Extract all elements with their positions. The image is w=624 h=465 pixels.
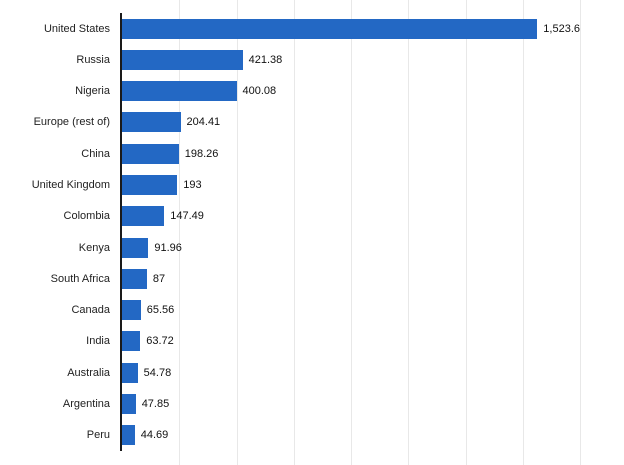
value-label: 421.38 (248, 53, 283, 66)
value-label: 1,523.6 (543, 22, 580, 35)
value-label: 400.08 (242, 85, 277, 98)
bar-track: 193 (120, 169, 624, 201)
bar-row: South Africa 87 (0, 263, 624, 295)
category-label: Argentina (62, 398, 110, 411)
value-label: 193 (183, 179, 202, 192)
category-label: India (86, 335, 110, 348)
bar (122, 237, 149, 258)
bar-track: 1,523.6 (120, 13, 624, 45)
value-label: 44.69 (140, 429, 169, 442)
bar-track: 400.08 (120, 75, 624, 107)
category-label: Europe (rest of) (33, 116, 110, 129)
bar-track: 47.85 (120, 388, 624, 420)
value-label: 198.26 (184, 147, 219, 160)
bar (122, 81, 237, 102)
category-label: Colombia (63, 210, 110, 223)
bar-track: 198.26 (120, 138, 624, 170)
value-label: 54.78 (143, 366, 172, 379)
category-label: Canada (71, 304, 110, 317)
bar-track: 147.49 (120, 200, 624, 232)
gridline (293, 0, 295, 465)
bar-track: 204.41 (120, 106, 624, 139)
bar (122, 112, 181, 133)
bar-row: Argentina 47.85 (0, 388, 624, 420)
bar-row: China 198.26 (0, 138, 624, 170)
category-label: Russia (76, 53, 110, 66)
bar-row: Nigeria 400.08 (0, 75, 624, 107)
category-label: United States (43, 22, 110, 35)
bar-track: 87 (120, 263, 624, 295)
gridline (580, 0, 581, 465)
bar-row: Colombia 147.49 (0, 200, 624, 232)
gridline (179, 0, 181, 465)
gridline (236, 0, 238, 465)
category-label: Nigeria (75, 85, 110, 98)
bar-row: United Kingdom 193 (0, 169, 624, 201)
value-label: 47.85 (141, 398, 170, 411)
value-label: 87 (152, 272, 166, 285)
value-label: 91.96 (154, 241, 182, 254)
gridline (351, 0, 352, 465)
bar (122, 143, 179, 164)
bar (122, 268, 147, 289)
bar-track: 65.56 (120, 294, 624, 326)
bar (122, 331, 141, 352)
gridline (408, 0, 410, 465)
bar-row: Kenya 91.96 (0, 231, 624, 264)
category-label: Kenya (78, 241, 110, 254)
bar (122, 300, 141, 321)
bar-row: Australia 54.78 (0, 357, 624, 389)
bar-row: India 63.72 (0, 325, 624, 358)
category-label: United Kingdom (31, 179, 110, 192)
gridline (465, 0, 467, 465)
bar-track: 91.96 (120, 231, 624, 264)
value-label: 204.41 (186, 116, 221, 129)
category-label: China (81, 147, 110, 160)
bar-track: 421.38 (120, 44, 624, 76)
value-label: 63.72 (146, 335, 174, 348)
bar (122, 362, 138, 383)
bar-track: 54.78 (120, 357, 624, 389)
value-label: 147.49 (170, 210, 204, 223)
bar-row: Peru 44.69 (0, 419, 624, 451)
bar (122, 394, 136, 415)
bar-row: United States 1,523.6 (0, 13, 624, 45)
bar-row: Europe (rest of) 204.41 (0, 106, 624, 139)
gridline (522, 0, 524, 465)
bar-row: Russia 421.38 (0, 44, 624, 76)
bar-row: Canada 65.56 (0, 294, 624, 326)
category-label: Peru (86, 429, 110, 442)
bar-track: 63.72 (120, 325, 624, 358)
bar-track: 44.69 (120, 419, 624, 451)
bar (122, 425, 135, 446)
gridlines (122, 0, 581, 465)
bar (122, 49, 243, 70)
bar (122, 18, 538, 39)
category-label: South Africa (50, 272, 110, 285)
bar (122, 206, 165, 227)
category-label: Australia (67, 366, 110, 379)
value-label: 65.56 (146, 304, 175, 317)
bar (122, 175, 178, 196)
bar-rows: United States 1,523.6 Russia 421.38 Nigeria 4… (0, 13, 624, 451)
